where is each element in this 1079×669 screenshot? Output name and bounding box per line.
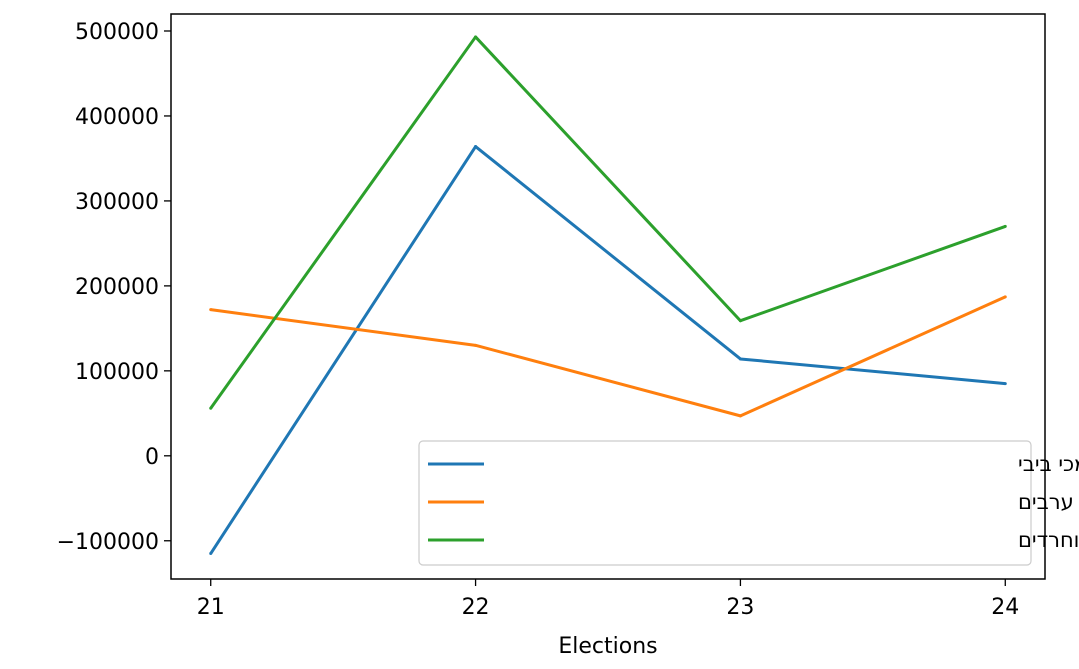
series-line-1 [209, 145, 1006, 555]
data-point [474, 145, 478, 149]
x-tick-label: 21 [197, 595, 225, 620]
y-tick-label: 0 [145, 445, 159, 470]
data-point [1003, 382, 1007, 386]
x-tick-label: 22 [462, 595, 490, 620]
y-tick-label: 400000 [75, 105, 159, 130]
data-point [209, 552, 213, 556]
data-point [738, 319, 742, 323]
legend: מתנגדי ביבי כולל ערבים פחות תומכי ביבי חר… [418, 440, 1079, 566]
data-point [474, 343, 478, 347]
series-line-2 [210, 295, 1006, 418]
y-tick-label: 500000 [75, 20, 159, 45]
y-tick-label: −100000 [57, 530, 159, 555]
y-tick-label: 200000 [75, 275, 159, 300]
x-tick-label: 23 [726, 595, 754, 620]
legend-label-1: מתנגדי ביבי כולל ערבים פחות תומכי ביבי [1018, 452, 1079, 476]
plot-frame [170, 13, 1046, 580]
y-tick-label: 300000 [75, 190, 159, 215]
data-point [1003, 224, 1007, 228]
legend-box [418, 440, 1032, 566]
data-point [209, 308, 213, 312]
y-tick-label: 100000 [75, 360, 159, 385]
data-point [209, 406, 213, 410]
x-axis-label: Elections [558, 634, 657, 659]
data-point [738, 414, 742, 418]
series-layer [209, 35, 1007, 556]
series-line-3 [209, 35, 1006, 410]
data-point [1003, 295, 1007, 299]
data-point [738, 357, 742, 361]
legend-label-3: מתנגדי ביבי פחות תומכי ביבי בלי ערבים וח… [1018, 528, 1079, 552]
x-tick-label: 24 [991, 595, 1019, 620]
legend-items: מתנגדי ביבי כולל ערבים פחות תומכי ביבי חר… [428, 452, 1079, 552]
ticks-layer: 21 22 23 24 −100000 0 100000 200000 300000 400000… [57, 20, 1020, 620]
legend-label-2: חרדים פחות ערבים [1018, 490, 1079, 514]
data-point [474, 35, 478, 39]
